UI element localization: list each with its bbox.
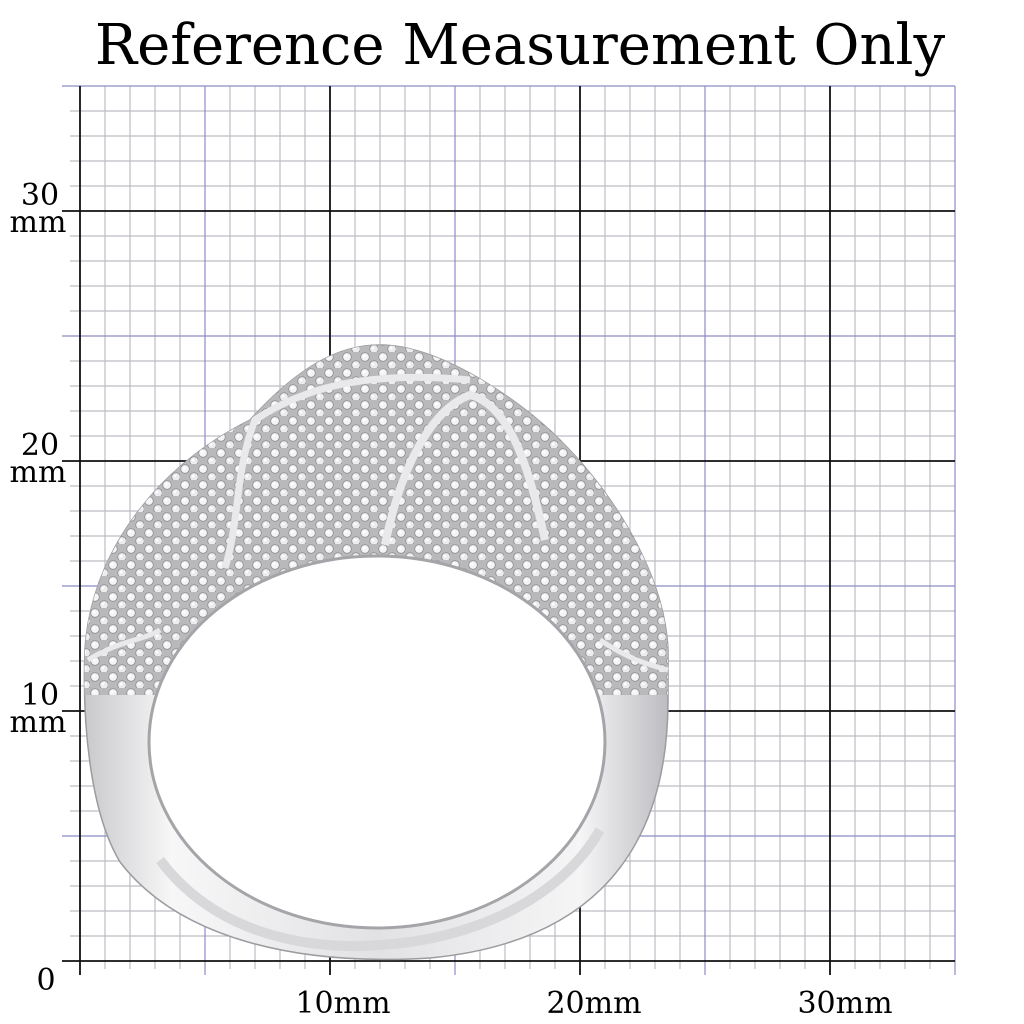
strap-seam [598,637,669,673]
axis-labels: 30 mm 20 mm 10 mm 0 10mm 20mm 30mm [10,178,893,1021]
x-label: 20mm [546,986,641,1021]
x-label: 10mm [295,986,390,1021]
title: Reference Measurement Only [95,13,946,78]
y-label-unit: mm [10,705,67,740]
y-label-unit: mm [10,205,67,240]
ring-inner-edge [156,827,605,952]
y-label-number: 10 [21,678,59,713]
y-label-number: 20 [21,428,59,463]
origin-label: 0 [36,963,55,998]
ring-photo [83,344,669,961]
strap-seam [221,373,471,570]
y-label-number: 30 [21,178,59,213]
x-label: 30mm [797,986,892,1021]
y-label-unit: mm [10,455,67,490]
strap-seam [86,627,162,663]
strap-seam [381,390,549,546]
ring-hole [147,554,607,930]
